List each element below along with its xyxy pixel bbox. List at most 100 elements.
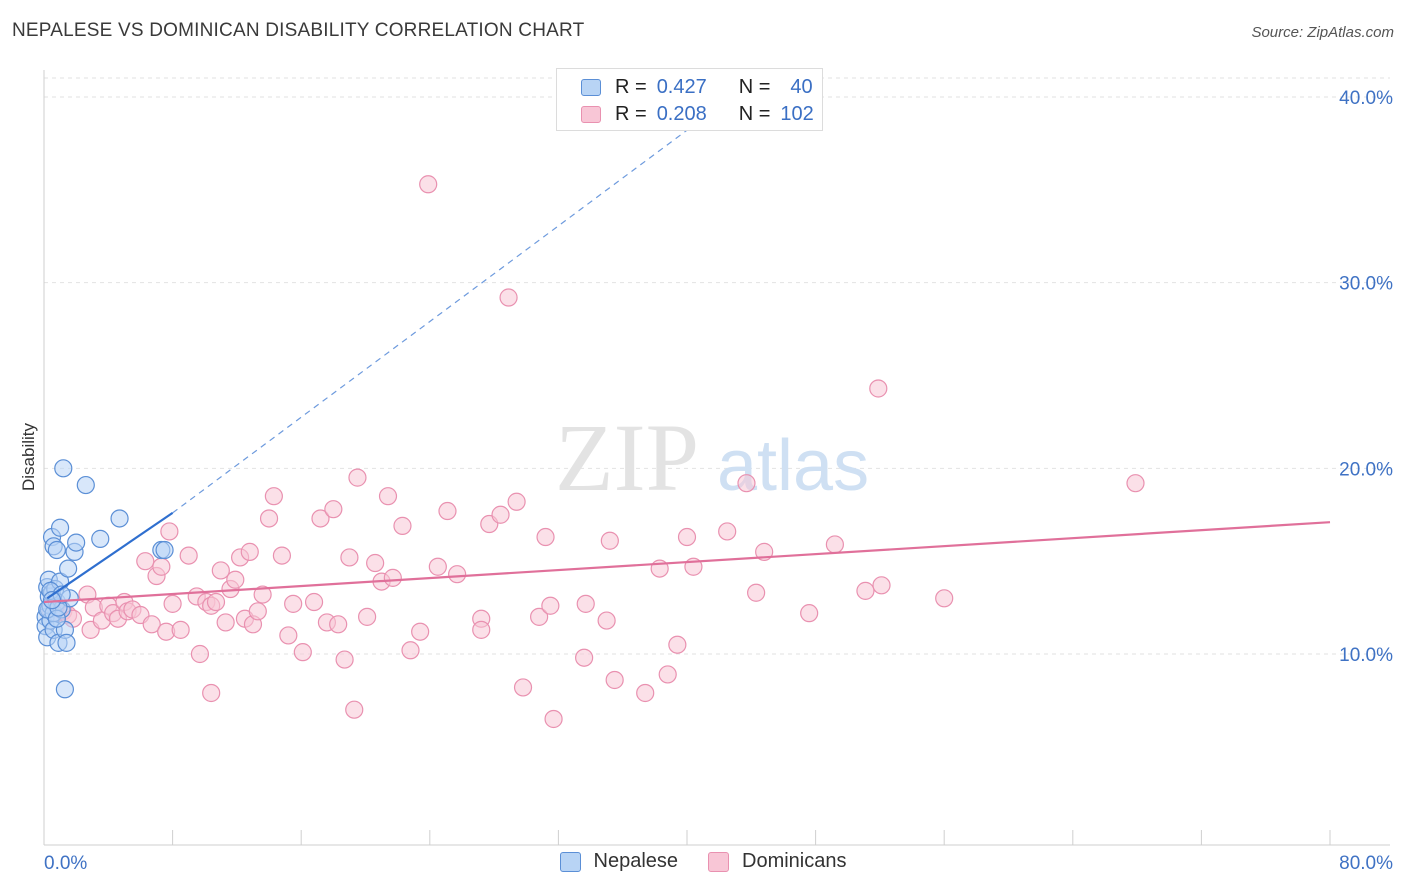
dominican-point xyxy=(272,546,292,565)
legend-label-dominicans: Dominicans xyxy=(742,850,847,872)
n-value: 40 xyxy=(790,75,813,98)
dominican-point xyxy=(419,175,438,194)
dominican-point xyxy=(216,613,235,632)
dominican-point xyxy=(597,611,616,630)
dominican-point xyxy=(136,552,155,571)
nepalese-point xyxy=(76,475,95,495)
dominican-point xyxy=(438,501,457,521)
dominican-point xyxy=(324,500,343,519)
dominican-point xyxy=(747,583,766,602)
dominican-point xyxy=(636,683,655,703)
watermark-atlas: atlas xyxy=(717,426,869,506)
dominican-point xyxy=(737,474,756,493)
r-value: 0.208 xyxy=(656,102,707,125)
chart-title: NEPALESE VS DOMINICAN DISABILITY CORRELA… xyxy=(12,20,585,41)
nepalese-point xyxy=(155,540,174,560)
nepalese-point xyxy=(110,509,129,528)
nepalese-point xyxy=(47,540,66,560)
r-value: 0.427 xyxy=(656,75,707,98)
nepalese-point xyxy=(59,559,78,578)
legend-item-nepalese: Nepalese xyxy=(559,850,679,873)
nepalese-swatch xyxy=(581,78,601,96)
dominican-point xyxy=(869,379,888,398)
dominican-point xyxy=(152,557,171,576)
dominican-point xyxy=(677,527,697,547)
dominican-trend-line xyxy=(43,521,1331,604)
dominican-point xyxy=(658,665,677,684)
dominican-point xyxy=(1126,474,1145,493)
y-tick-label: 10.0% xyxy=(1339,645,1393,666)
dominican-point xyxy=(507,492,526,511)
dominican-point xyxy=(240,542,259,561)
dominican-point xyxy=(279,626,298,645)
dominican-point xyxy=(304,592,324,612)
y-tick-label: 30.0% xyxy=(1339,274,1393,295)
dominican-point xyxy=(378,487,398,506)
correlation-legend: R = 0.427 N = 40 R = 0.208 N = 102 xyxy=(556,68,823,131)
y-axis-title: Disability xyxy=(19,422,38,491)
dominican-point xyxy=(366,553,385,573)
dominican-point xyxy=(544,709,563,729)
dominican-point xyxy=(411,622,430,641)
y-tick-label: 40.0% xyxy=(1339,88,1393,109)
dominican-point xyxy=(491,505,510,524)
nepalese-point xyxy=(55,680,74,699)
dominican-point xyxy=(253,585,272,604)
dominican-point xyxy=(800,604,819,623)
dominican-point xyxy=(600,531,619,550)
nepalese-trend-line xyxy=(46,511,174,600)
nepalese-swatch xyxy=(559,851,581,872)
series-legend: Nepalese Dominicans xyxy=(0,850,1406,873)
nepalese-point xyxy=(67,533,86,552)
source-label: Source: ZipAtlas.com xyxy=(1251,24,1394,41)
n-label: N = xyxy=(738,75,771,98)
dominican-point xyxy=(190,644,210,664)
dominican-swatch xyxy=(708,851,730,872)
dominican-point xyxy=(448,565,467,584)
dominican-point xyxy=(576,594,595,613)
dominican-point xyxy=(264,487,283,506)
dominican-point xyxy=(718,522,737,541)
dominican-point xyxy=(160,522,179,541)
nepalese-point xyxy=(50,518,70,537)
dominican-point xyxy=(575,648,594,667)
dominican-point xyxy=(340,548,359,567)
legend-row-dominicans: R = 0.208 N = 102 xyxy=(581,102,814,126)
dominican-point xyxy=(856,581,875,600)
dominican-point xyxy=(259,509,279,528)
legend-item-dominicans: Dominicans xyxy=(708,850,847,873)
dominican-point xyxy=(383,568,402,587)
dominican-point xyxy=(211,561,230,580)
dominican-point xyxy=(348,468,367,487)
dominican-point xyxy=(311,509,330,528)
dominican-point xyxy=(142,615,161,634)
x-tick-label: 0.0% xyxy=(44,853,87,874)
legend-row-nepalese: R = 0.427 N = 40 xyxy=(581,75,813,99)
dominican-point xyxy=(513,678,533,697)
dominican-point xyxy=(825,535,844,554)
dominican-point xyxy=(541,596,560,615)
nepalese-point xyxy=(57,633,76,652)
nepalese-point xyxy=(54,459,73,478)
dominican-point xyxy=(530,607,549,626)
watermark-zip: ZIP xyxy=(555,404,699,511)
dominican-point xyxy=(329,615,348,634)
dominican-point xyxy=(226,570,245,589)
dominican-point xyxy=(472,620,491,639)
y-tick-label: 20.0% xyxy=(1339,459,1393,480)
dominican-point xyxy=(393,516,412,535)
dominican-point xyxy=(284,594,303,613)
dominican-point xyxy=(935,589,954,608)
legend-label-nepalese: Nepalese xyxy=(593,850,679,872)
dominican-point xyxy=(428,557,447,576)
dominican-point xyxy=(401,641,420,660)
dominican-point xyxy=(605,670,624,690)
nepalese-point xyxy=(91,529,110,548)
dominican-point xyxy=(206,592,226,612)
dominican-point xyxy=(345,700,364,719)
dominican-point xyxy=(499,288,518,307)
n-value: 102 xyxy=(780,102,814,125)
dominican-point xyxy=(171,620,190,639)
nepalese-trend-extension xyxy=(172,105,720,514)
